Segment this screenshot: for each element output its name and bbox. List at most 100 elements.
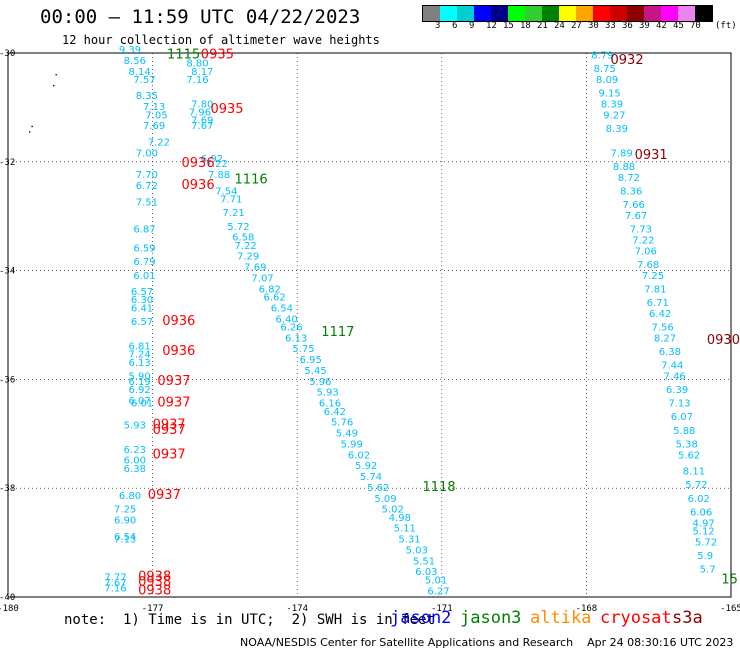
wave-height-value: 6.30 xyxy=(131,295,153,306)
wave-height-value: 6.23 xyxy=(124,445,146,456)
wave-height-value: 4.97 xyxy=(692,518,714,529)
wave-height-value: 6.90 xyxy=(114,516,136,527)
page-subtitle: 12 hour collection of altimeter wave hei… xyxy=(62,33,380,47)
wave-height-value: 7.22 xyxy=(632,235,654,246)
wave-height-value: 7.67 xyxy=(104,578,126,589)
pass-time-label: 0936 xyxy=(182,178,215,193)
wave-height-value: 7.56 xyxy=(651,322,673,333)
wave-height-value: 5.7 xyxy=(700,565,716,576)
pass-time-label: 0937 xyxy=(153,417,186,432)
pass-time-label: 0936 xyxy=(182,156,215,171)
wave-height-value: 6.71 xyxy=(647,298,669,309)
wave-height-value: 5.90 xyxy=(129,371,151,382)
color-scale-tick-label: 6 xyxy=(452,21,458,31)
wave-height-value: 6.80 xyxy=(119,491,141,502)
wave-height-value: 7.88 xyxy=(208,170,230,181)
legend-jason3: jason3 xyxy=(460,608,522,628)
wave-height-value: 7.06 xyxy=(635,246,657,257)
color-swatch xyxy=(457,6,474,21)
wave-height-value: 6.26 xyxy=(280,322,302,333)
wave-height-value: 7.69 xyxy=(143,121,165,132)
wave-height-value: 6.07 xyxy=(129,396,151,407)
lat-tick-label: -34 xyxy=(0,267,15,277)
wave-height-value: 5.62 xyxy=(678,450,700,461)
land-speck xyxy=(52,84,55,87)
lat-tick-label: -30 xyxy=(0,49,15,59)
color-swatch xyxy=(559,6,576,21)
wave-height-value: 7.13 xyxy=(143,102,165,113)
wave-height-value: 7.13 xyxy=(114,535,136,546)
wave-height-value: 9.39 xyxy=(119,45,141,56)
wave-height-value: 6.42 xyxy=(324,407,346,418)
wave-height-value: 8.72 xyxy=(618,173,640,184)
color-swatch xyxy=(525,6,542,21)
wave-height-value: 5.45 xyxy=(304,366,326,377)
pass-time-label: 1117 xyxy=(321,325,354,340)
wave-height-value: 5.93 xyxy=(316,388,338,399)
wave-height-value: 6.41 xyxy=(131,303,153,314)
wave-height-value: 5.38 xyxy=(676,439,698,450)
lat-tick-label: -32 xyxy=(0,158,15,168)
wave-height-value: 7.46 xyxy=(664,371,686,382)
wave-height-value: 8.39 xyxy=(606,124,628,135)
color-scale-tick-label: 39 xyxy=(639,21,650,31)
wave-height-value: 5.92 xyxy=(355,461,377,472)
pass-time-label: 0935 xyxy=(210,102,243,117)
pass-time-label: 0937 xyxy=(157,396,190,411)
wave-height-value: 7.89 xyxy=(611,148,633,159)
wave-height-value: 6.57 xyxy=(131,287,153,298)
color-scale-tick-label: 24 xyxy=(554,21,565,31)
lon-tick-label: -165 xyxy=(720,604,740,614)
note-text: note: 1) Time is in UTC; 2) SWH is in fe… xyxy=(64,612,435,628)
pass-time-label: 0938 xyxy=(138,575,171,590)
wave-height-value: 6.03 xyxy=(415,567,437,578)
color-swatch xyxy=(423,6,440,21)
color-scale-tick-label: 3 xyxy=(435,21,441,31)
color-scale-tick-label: 33 xyxy=(605,21,616,31)
pass-time-label: 0936 xyxy=(162,314,195,329)
wave-height-value: 7.07 xyxy=(251,273,273,284)
wave-height-value: 7.21 xyxy=(222,208,244,219)
wave-height-value: 8.09 xyxy=(596,75,618,86)
wave-height-value: 7.73 xyxy=(630,225,652,236)
color-swatch xyxy=(644,6,661,21)
pass-time-label: 0937 xyxy=(153,423,186,438)
wave-height-value: 6.02 xyxy=(348,450,370,461)
wave-height-value: 6.92 xyxy=(201,154,223,165)
wave-height-value: 6.13 xyxy=(285,333,307,344)
wave-height-value: 5.88 xyxy=(673,426,695,437)
pass-time-label: 1115 xyxy=(167,47,200,62)
wave-height-value: 5.31 xyxy=(398,535,420,546)
wave-height-value: 7.24 xyxy=(129,350,151,361)
wave-height-value: 6.57 xyxy=(131,317,153,328)
wave-height-value: 8.79 xyxy=(591,50,613,61)
pass-time-label: 0936 xyxy=(162,344,195,359)
wave-height-value: 6.95 xyxy=(300,355,322,366)
wave-height-value: 7.25 xyxy=(114,505,136,516)
color-swatch xyxy=(627,6,644,21)
pass-time-label: 0932 xyxy=(611,53,644,68)
wave-height-value: 8.11 xyxy=(683,467,705,478)
wave-height-value: 6.06 xyxy=(690,507,712,518)
color-swatch xyxy=(593,6,610,21)
wave-height-value: 7.68 xyxy=(637,260,659,271)
wave-height-value: 6.02 xyxy=(688,494,710,505)
wave-height-value: 5.74 xyxy=(360,472,382,483)
wave-height-value: 5.75 xyxy=(292,344,314,355)
color-scale-unit: (ft) xyxy=(715,21,737,31)
wave-height-value: 6.38 xyxy=(659,347,681,358)
wave-height-value: 6.58 xyxy=(232,233,254,244)
color-scale-tick-label: 21 xyxy=(537,21,548,31)
wave-height-value: 6.82 xyxy=(259,284,281,295)
lon-tick-label: -180 xyxy=(0,604,19,614)
wave-height-value: 7.96 xyxy=(189,108,211,119)
wave-height-value: 8.80 xyxy=(186,59,208,70)
wave-height-value: 5.12 xyxy=(692,526,714,537)
pass-time-label: 1116 xyxy=(235,173,268,188)
wave-height-value: 5.96 xyxy=(309,377,331,388)
color-scale-bar xyxy=(422,5,713,22)
wave-height-value: 7.77 xyxy=(104,573,126,584)
wave-height-value: 6.07 xyxy=(671,412,693,423)
wave-height-value: 6.54 xyxy=(271,303,293,314)
